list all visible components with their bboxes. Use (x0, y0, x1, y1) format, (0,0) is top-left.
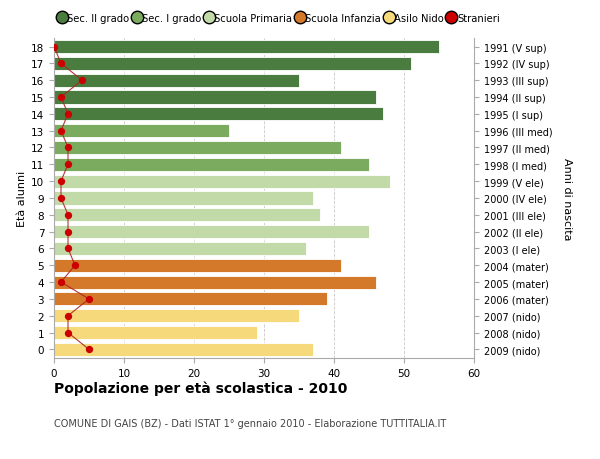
Point (63, 313, 73, 320)
Bar (54, 91, 376, 104)
Point (77, 77, 87, 84)
Bar (54, 326, 257, 339)
Point (63, 145, 73, 152)
Bar (54, 225, 369, 239)
Y-axis label: Età alunni: Età alunni (17, 170, 27, 227)
Point (84, 296, 94, 303)
Bar (54, 125, 229, 138)
Point (63, 212, 73, 219)
Bar (54, 192, 313, 205)
Bar (54, 141, 341, 155)
Point (56, 279, 66, 286)
Point (56, 128, 66, 135)
Bar (54, 343, 313, 356)
Point (56, 61, 66, 68)
Bar (54, 209, 320, 222)
Y-axis label: Anni di nascita: Anni di nascita (562, 157, 572, 240)
Bar (54, 108, 383, 121)
Bar (54, 175, 390, 188)
Bar (54, 74, 299, 88)
Point (84, 346, 94, 353)
Point (70, 262, 80, 269)
Bar (54, 242, 306, 256)
Bar (54, 41, 439, 54)
Point (63, 161, 73, 168)
Point (56, 178, 66, 185)
Bar (54, 58, 411, 71)
Point (56, 94, 66, 101)
Point (63, 111, 73, 118)
Point (63, 329, 73, 336)
Bar (54, 309, 299, 323)
Text: Popolazione per età scolastica - 2010: Popolazione per età scolastica - 2010 (54, 381, 347, 396)
Text: COMUNE DI GAIS (BZ) - Dati ISTAT 1° gennaio 2010 - Elaborazione TUTTITALIA.IT: COMUNE DI GAIS (BZ) - Dati ISTAT 1° genn… (54, 418, 446, 428)
Point (63, 245, 73, 252)
Point (56, 195, 66, 202)
Bar (54, 276, 376, 289)
Legend: Sec. II grado, Sec. I grado, Scuola Primaria, Scuola Infanzia, Asilo Nido, Stran: Sec. II grado, Sec. I grado, Scuola Prim… (59, 14, 500, 24)
Bar (54, 259, 341, 272)
Point (63, 229, 73, 236)
Bar (54, 293, 327, 306)
Bar (54, 158, 369, 172)
Point (49, 44, 59, 51)
